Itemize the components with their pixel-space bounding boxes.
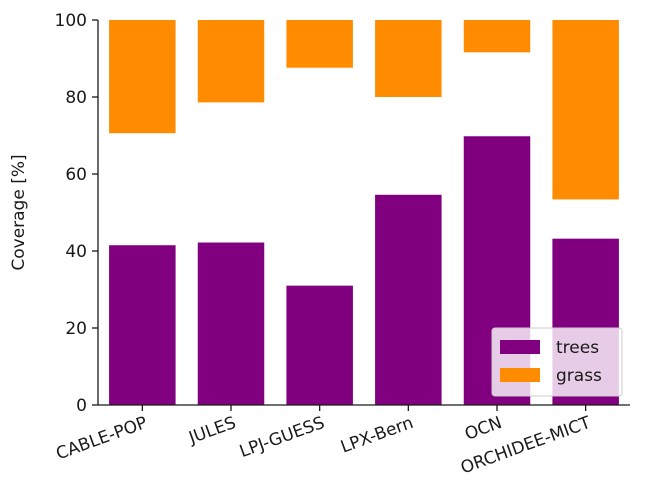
bar-trees-jules: [197, 242, 265, 405]
legend-label-trees: trees: [556, 338, 599, 358]
bar-grass-jules: [197, 20, 265, 103]
x-tick-label: CABLE-POP: [54, 413, 150, 464]
bar-trees-lpx-bern: [375, 194, 442, 405]
y-axis-title: Coverage [%]: [9, 154, 29, 270]
axes-group: [97, 20, 630, 406]
x-tick-label: LPJ-GUESS: [237, 413, 327, 462]
bar-grass-ocn: [463, 20, 531, 53]
bar-grass-cable-pop: [109, 20, 176, 134]
y-tick-label: 60: [65, 165, 87, 185]
legend-swatch-trees: [500, 340, 540, 354]
bar-trees-cable-pop: [109, 245, 176, 405]
y-tick-label: 0: [76, 396, 87, 416]
x-tick-label: JULES: [185, 413, 238, 449]
legend-label-grass: grass: [556, 366, 602, 386]
y-tick-label: 40: [65, 242, 87, 262]
bar-grass-orchidee-mict: [552, 20, 619, 200]
y-tick-label: 20: [65, 319, 87, 339]
bar-grass-lpx-bern: [375, 20, 442, 97]
y-ticks-group: 0 20 40 60 80 100: [55, 11, 98, 416]
y-tick-label: 100: [55, 11, 87, 31]
x-tick-label: OCN: [462, 413, 505, 445]
x-tick-label: LPX-Bern: [338, 413, 416, 458]
bar-grass-lpj-guess: [286, 20, 353, 68]
bar-trees-lpj-guess: [286, 285, 353, 405]
legend-swatch-grass: [500, 368, 540, 382]
legend: trees grass: [491, 327, 623, 397]
y-tick-label: 80: [65, 88, 87, 108]
